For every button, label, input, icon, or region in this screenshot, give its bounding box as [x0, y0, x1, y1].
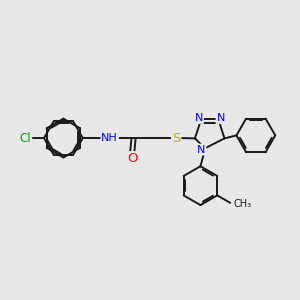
Text: NH: NH	[101, 133, 118, 143]
Text: N: N	[197, 145, 206, 154]
Text: CH₃: CH₃	[233, 199, 251, 209]
Text: N: N	[217, 113, 225, 123]
Text: S: S	[172, 132, 181, 145]
Text: O: O	[127, 152, 137, 165]
Text: N: N	[195, 113, 203, 123]
Text: Cl: Cl	[20, 132, 31, 145]
